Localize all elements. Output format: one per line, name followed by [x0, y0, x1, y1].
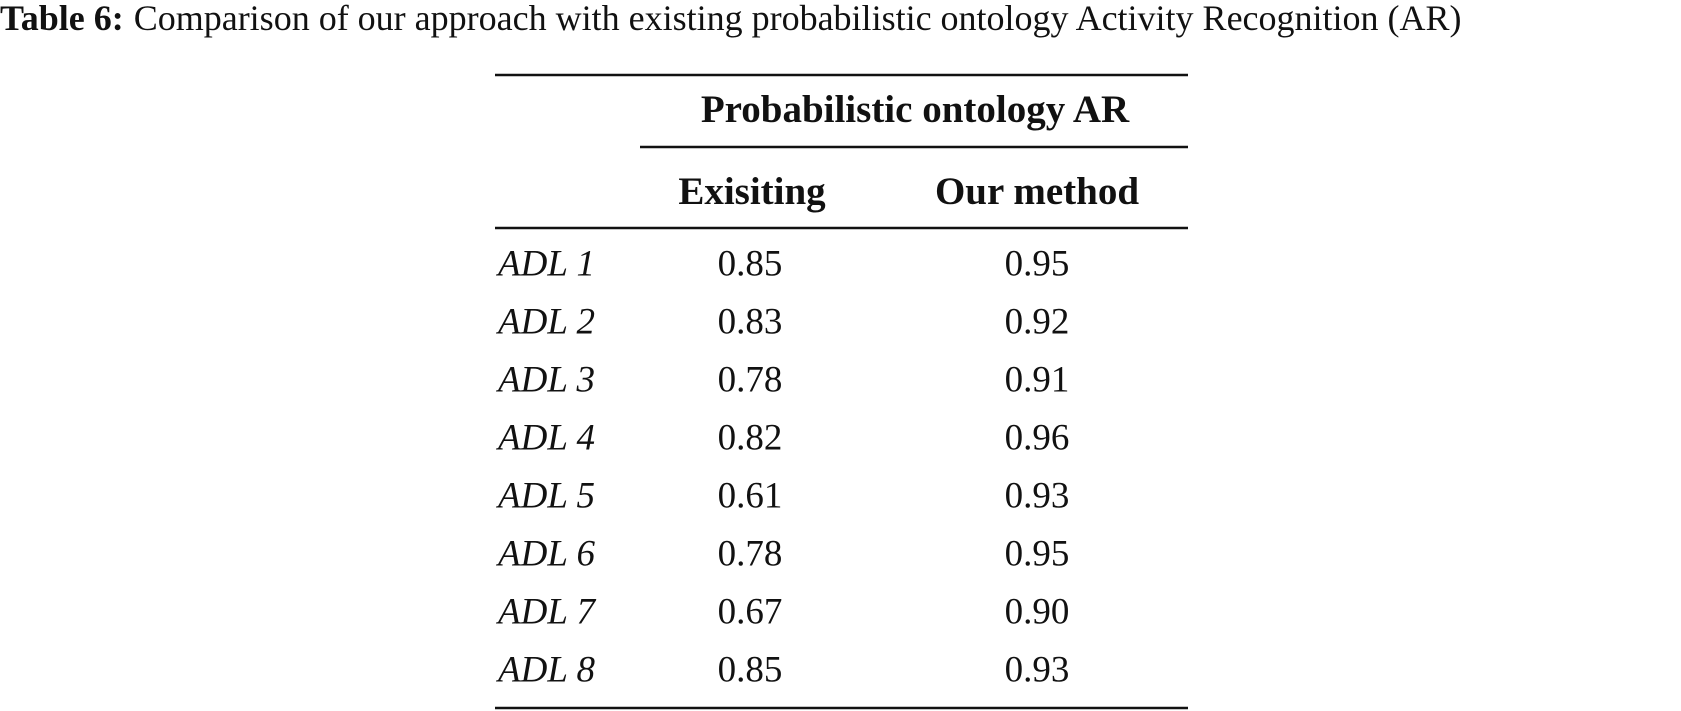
row-label: ADL 5 [495, 475, 595, 516]
table-cell: 0.93 [1005, 475, 1070, 516]
table-cell: 0.93 [1005, 649, 1070, 690]
row-label: ADL 6 [495, 533, 595, 574]
table-cell: 0.92 [1005, 301, 1070, 342]
table-cell: 0.85 [718, 649, 783, 690]
table-cell: 0.85 [718, 243, 783, 284]
caption-label: Table 6: [0, 0, 124, 38]
row-label: ADL 7 [495, 591, 596, 632]
row-label: ADL 3 [495, 359, 595, 400]
table-cell: 0.78 [718, 533, 783, 574]
table-cell: 0.95 [1005, 243, 1070, 284]
table-cell: 0.67 [718, 591, 783, 632]
row-label: ADL 8 [495, 649, 595, 690]
table-cell: 0.96 [1005, 417, 1070, 458]
table-cell: 0.61 [718, 475, 783, 516]
row-label: ADL 1 [495, 243, 595, 284]
row-label: ADL 2 [495, 301, 595, 342]
table-cell: 0.82 [718, 417, 783, 458]
caption: Table 6: Comparison of our approach with … [0, 0, 1462, 38]
caption-text: Comparison of our approach with existing… [134, 0, 1462, 38]
spanner-header: Probabilistic ontology AR [701, 88, 1130, 131]
table-cell: 0.78 [718, 359, 783, 400]
column-header: Exisiting [678, 170, 826, 213]
column-header: Our method [935, 170, 1139, 213]
table-cell: 0.91 [1005, 359, 1070, 400]
table-cell: 0.95 [1005, 533, 1070, 574]
table-cell: 0.83 [718, 301, 783, 342]
table-cell: 0.90 [1005, 591, 1070, 632]
row-label: ADL 4 [495, 417, 595, 458]
